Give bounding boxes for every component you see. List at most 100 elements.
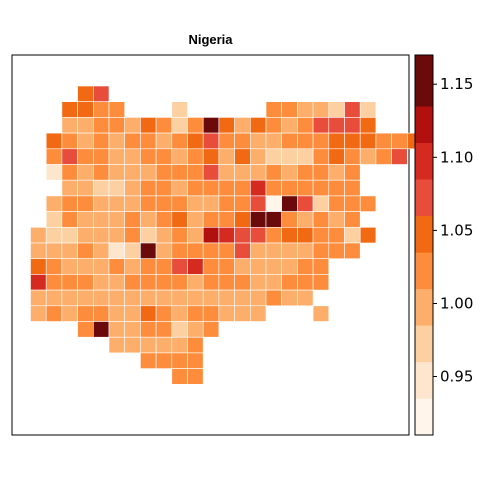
map-cell [234,132,251,150]
map-cell [93,164,110,181]
map-cell [30,289,47,307]
map-cell [187,148,204,165]
map-cell [297,148,314,165]
map-cell [218,132,235,150]
map-cell [171,258,188,275]
map-cell [171,368,188,385]
map-cell [61,117,78,134]
map-cell [234,211,251,228]
map-cell [187,368,204,385]
map-cell [93,85,110,102]
map-cell [312,179,330,197]
map-cell [265,132,282,150]
map-cell [140,132,157,150]
map-cell [202,242,220,259]
map-cell [45,211,63,228]
map-cell [45,148,63,165]
map-cell [344,132,361,150]
map-cell [45,195,63,212]
map-cell [344,164,361,181]
map-cell [108,148,125,165]
map-cell [359,227,377,244]
map-cell [93,117,110,134]
map-cell [234,195,251,212]
map-cell [281,258,298,275]
map-cell [108,101,125,118]
map-cell [45,289,63,307]
map-cell [250,242,267,259]
map-cell [124,289,141,307]
map-cell [187,336,204,354]
map-cell [187,242,204,259]
map-cell [171,352,188,369]
map-cell [187,179,204,197]
map-cell [218,117,235,134]
map-cell [297,132,314,150]
map-cell [328,132,345,150]
map-cell [45,132,63,150]
map-cell [187,258,204,275]
legend-swatch [415,179,433,216]
map-cell [124,321,141,338]
legend-swatch [415,106,433,143]
legend-swatch [415,288,433,326]
map-cell [202,274,220,291]
map-cell [281,164,298,181]
map-cell [344,179,361,197]
map-cell [77,132,94,150]
map-cell [77,305,94,322]
legend-swatch [415,252,433,290]
map-cell [359,101,377,118]
map-cell [155,132,173,150]
map-cell [171,274,188,291]
map-cell [187,274,204,291]
map-cell [77,211,94,228]
map-cell [375,132,392,150]
map-cell [218,274,235,291]
map-cell [328,227,345,244]
map-cell [61,211,78,228]
map-cell [391,132,408,150]
map-cell [250,211,267,228]
map-cell [108,179,125,197]
map-cell [281,179,298,197]
map-cell [61,101,78,118]
map-cell [140,242,157,259]
map-cell [250,164,267,181]
map-cell [312,101,330,118]
map-cell [281,227,298,244]
map-cell [328,101,345,118]
map-cell [234,258,251,275]
legend-border [414,54,434,436]
map-cell [140,289,157,307]
map-cell [328,211,345,228]
map-cell [45,164,63,181]
map-cell [281,195,298,212]
map-cell [187,132,204,150]
map-cell [124,164,141,181]
legend-tick-label: 1.10 [440,148,473,166]
map-cell [344,227,361,244]
map-cell [171,117,188,134]
map-cell [297,195,314,212]
map-cell [77,195,94,212]
map-cell [359,132,377,150]
legend-tick-label: 1.15 [440,75,473,93]
map-cell [202,211,220,228]
map-cell [344,195,361,212]
map-cell [77,148,94,165]
map-cell [61,242,78,259]
map-cell [61,227,78,244]
map-cell [124,336,141,354]
map-cell [77,179,94,197]
map-cell [202,289,220,307]
map-cell [171,211,188,228]
map-cell [108,336,125,354]
map-cell [218,211,235,228]
map-cell [187,321,204,338]
map-cell [140,258,157,275]
map-cell [218,258,235,275]
map-cell [155,242,173,259]
legend-tick-label: 0.95 [440,368,473,386]
map-cell [312,132,330,150]
